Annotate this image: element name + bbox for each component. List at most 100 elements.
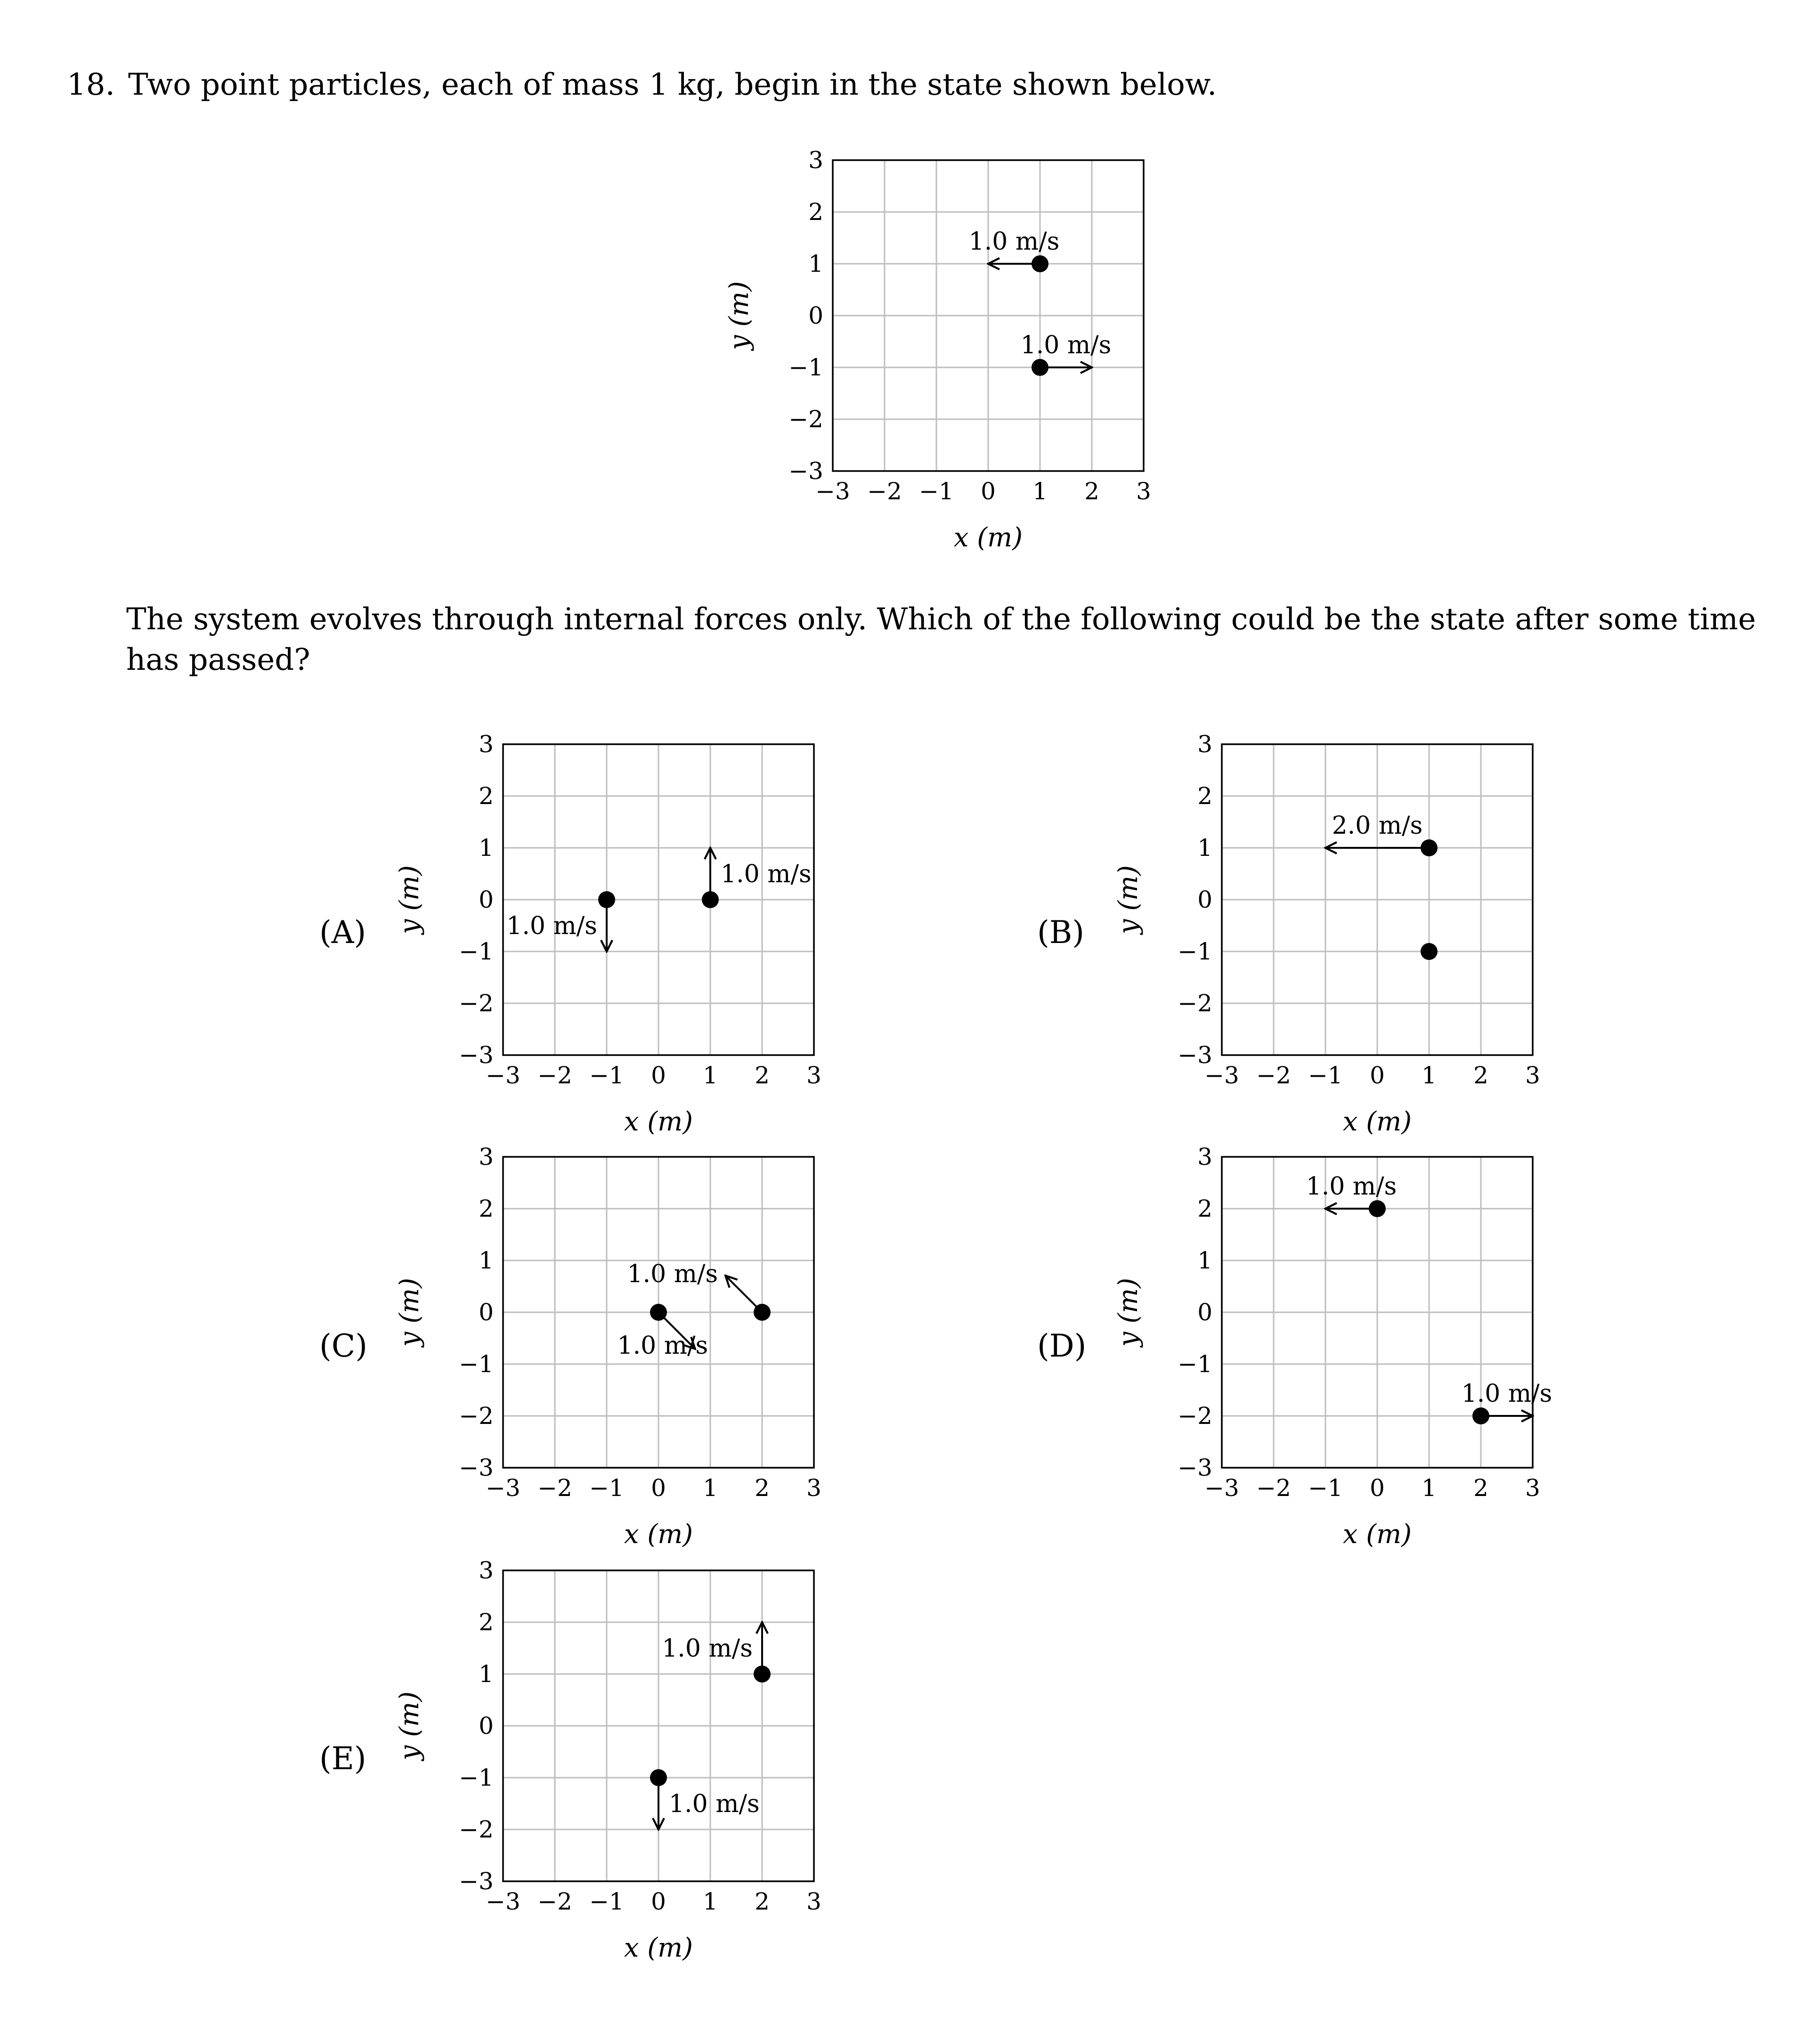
x-tick-label: 2 bbox=[755, 1888, 770, 1915]
x-tick-label: −3 bbox=[1204, 1062, 1239, 1089]
velocity-label: 1.0 m/s bbox=[1021, 331, 1112, 359]
x-axis-title: x (m) bbox=[954, 522, 1023, 553]
y-tick-label: 1 bbox=[1197, 834, 1212, 862]
plot-option-c[interactable]: −3−3 −2 −2 −1 −1 0 0 1 1 2 2 3 3 x (m) y (m) 1.0 m/s 1.0… bbox=[390, 1143, 833, 1567]
y-tick-label: −2 bbox=[1178, 990, 1212, 1017]
x-tick-label: −2 bbox=[537, 1062, 572, 1089]
particle-dot bbox=[1472, 1407, 1489, 1424]
y-tick-label: 3 bbox=[479, 1557, 494, 1584]
y-tick-label: −1 bbox=[459, 1764, 494, 1791]
y-tick-label: 3 bbox=[1197, 1143, 1212, 1171]
y-tick-label: 3 bbox=[479, 1143, 494, 1171]
y-tick-label: 3 bbox=[479, 731, 494, 758]
particle-dot bbox=[650, 1304, 667, 1321]
y-tick-label: −3 bbox=[459, 1868, 494, 1895]
y-tick-label: 1 bbox=[1197, 1247, 1212, 1274]
x-tick-label: −1 bbox=[589, 1474, 624, 1502]
y-tick-label: 2 bbox=[479, 782, 494, 810]
x-tick-label: 0 bbox=[1370, 1474, 1385, 1502]
question-prompt: The system evolves through internal forc… bbox=[126, 602, 1756, 677]
particle-dot bbox=[754, 1304, 771, 1321]
x-tick-label: 3 bbox=[806, 1474, 821, 1502]
plot-frame bbox=[1221, 743, 1534, 1056]
particle-dot bbox=[598, 891, 615, 908]
velocity-label: 1.0 m/s bbox=[618, 1332, 708, 1360]
x-tick-label: −1 bbox=[589, 1062, 624, 1089]
y-tick-label: 2 bbox=[479, 1195, 494, 1222]
x-tick-label: −1 bbox=[919, 478, 954, 505]
x-tick-label: 3 bbox=[1525, 1474, 1540, 1502]
x-tick-label: 1 bbox=[703, 1062, 718, 1089]
x-tick-label: −2 bbox=[537, 1888, 572, 1915]
velocity-label: 2.0 m/s bbox=[1332, 812, 1423, 840]
particle-dot bbox=[650, 1769, 667, 1786]
y-tick-label: 0 bbox=[479, 886, 494, 913]
y-tick-label: −2 bbox=[1178, 1402, 1212, 1430]
x-tick-label: −2 bbox=[1256, 1062, 1291, 1089]
y-axis-title: y (m) bbox=[1113, 865, 1144, 935]
y-tick-label: −3 bbox=[1178, 1454, 1212, 1481]
question-number: 18. bbox=[67, 67, 115, 102]
y-tick-label: −1 bbox=[459, 1350, 494, 1378]
y-axis-title: y (m) bbox=[1113, 1278, 1144, 1348]
option-label-a[interactable]: (A) bbox=[319, 914, 366, 951]
y-tick-label: −3 bbox=[788, 457, 823, 485]
y-tick-label: 2 bbox=[479, 1609, 494, 1636]
y-tick-label: −1 bbox=[459, 938, 494, 965]
plot-option-b[interactable]: −3−3 −2 −2 −1 −1 0 0 1 1 2 2 3 3 x (m) y (m) 2.0 m/s bbox=[1109, 730, 1552, 1154]
y-axis-title: y (m) bbox=[394, 1278, 425, 1348]
option-label-e[interactable]: (E) bbox=[319, 1740, 366, 1777]
plot-initial: −3−3 −2 −2 −1 −1 0 0 1 1 2 2 3 3 x (m) y (m) 1.0 m/s 1.0… bbox=[724, 146, 1151, 553]
y-tick-label: 3 bbox=[1197, 731, 1212, 758]
x-axis-title: x (m) bbox=[624, 1106, 693, 1137]
y-tick-label: −2 bbox=[459, 990, 494, 1017]
x-axis-title: x (m) bbox=[624, 1933, 693, 1963]
option-label-c[interactable]: (C) bbox=[319, 1328, 367, 1364]
y-tick-label: −3 bbox=[1178, 1041, 1212, 1069]
option-label-d[interactable]: (D) bbox=[1037, 1328, 1087, 1364]
plot-option-e[interactable]: −3−3 −2 −2 −1 −1 0 0 1 1 2 2 3 3 x (m) y (m) 1.0 m/s 1.0… bbox=[390, 1556, 833, 1980]
x-axis-title: x (m) bbox=[624, 1519, 693, 1550]
plot-option-a[interactable]: −3−3 −2 −2 −1 −1 0 0 1 1 2 2 3 3 x (m) y (m) 1.0 m/s 1.0… bbox=[390, 730, 833, 1154]
plot-option-d[interactable]: −3−3 −2 −2 −1 −1 0 0 1 1 2 2 3 3 x (m) y (m) 1.0 m/s 1.0… bbox=[1109, 1143, 1552, 1567]
question-stem-line: 18. Two point particles, each of mass 1 k… bbox=[67, 66, 1217, 104]
y-tick-label: −2 bbox=[788, 406, 823, 433]
y-tick-label: −1 bbox=[1178, 1350, 1212, 1378]
velocity-label: 1.0 m/s bbox=[627, 1260, 718, 1288]
velocity-label: 1.0 m/s bbox=[662, 1634, 753, 1663]
x-tick-label: −2 bbox=[1256, 1474, 1291, 1502]
y-tick-label: −3 bbox=[459, 1454, 494, 1481]
x-tick-label: 1 bbox=[703, 1474, 718, 1502]
y-tick-label: −2 bbox=[459, 1816, 494, 1843]
x-tick-label: −3 bbox=[1204, 1474, 1239, 1502]
y-tick-label: 1 bbox=[479, 834, 494, 862]
x-tick-label: 3 bbox=[806, 1062, 821, 1089]
particle-dot bbox=[754, 1666, 771, 1683]
x-tick-label: 1 bbox=[1422, 1474, 1437, 1502]
option-label-b[interactable]: (B) bbox=[1037, 914, 1084, 951]
velocity-label: 1.0 m/s bbox=[1462, 1380, 1552, 1408]
x-tick-label: 2 bbox=[1473, 1474, 1488, 1502]
x-axis-title: x (m) bbox=[1343, 1106, 1412, 1137]
plot-frame bbox=[832, 159, 1145, 472]
particle-dot bbox=[1421, 943, 1438, 960]
x-tick-label: −1 bbox=[1308, 1062, 1343, 1089]
y-tick-label: 2 bbox=[1197, 1195, 1212, 1222]
plot-frame bbox=[502, 1156, 815, 1469]
y-tick-label: 2 bbox=[808, 198, 823, 226]
x-tick-label: −1 bbox=[1308, 1474, 1343, 1502]
velocity-label: 1.0 m/s bbox=[1306, 1172, 1397, 1201]
y-tick-label: 3 bbox=[808, 146, 823, 174]
particle-dot bbox=[702, 891, 719, 908]
x-tick-label: −3 bbox=[486, 1888, 520, 1915]
y-tick-label: 2 bbox=[1197, 782, 1212, 810]
y-tick-label: 0 bbox=[1197, 886, 1212, 913]
velocity-arrow bbox=[725, 1276, 763, 1313]
x-tick-label: 1 bbox=[703, 1888, 718, 1915]
x-tick-label: 0 bbox=[981, 478, 996, 505]
particle-dot bbox=[1032, 359, 1048, 376]
y-tick-label: 0 bbox=[479, 1299, 494, 1326]
x-tick-label: −3 bbox=[486, 1474, 520, 1502]
x-tick-label: −2 bbox=[537, 1474, 572, 1502]
y-tick-label: −2 bbox=[459, 1402, 494, 1430]
